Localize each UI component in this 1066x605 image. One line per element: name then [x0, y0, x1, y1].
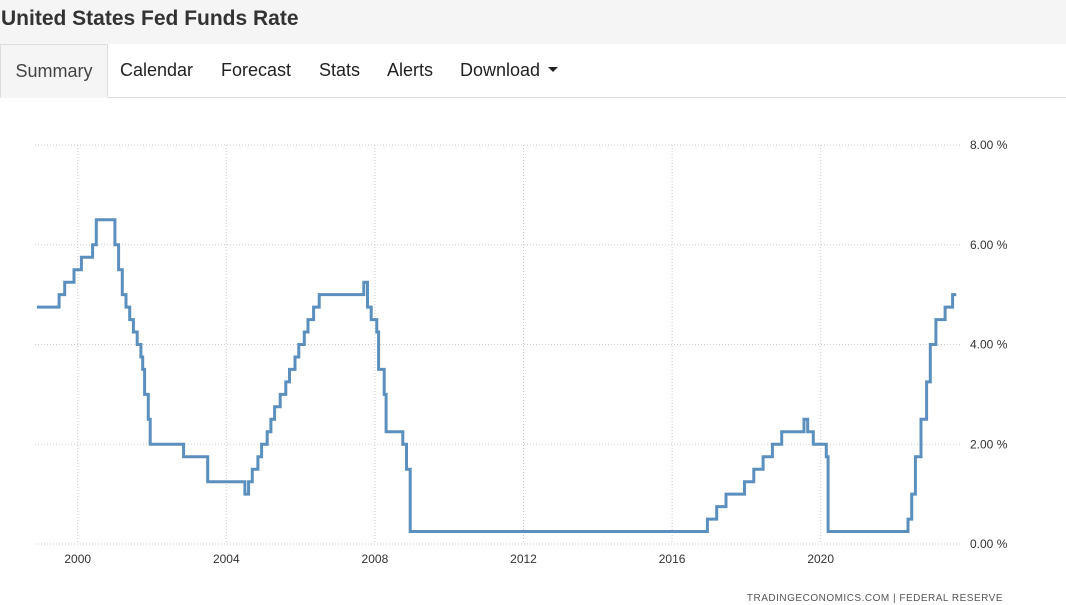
source-credit: TRADINGECONOMICS.COM | FEDERAL RESERVE: [747, 593, 1003, 604]
x-tick-label: 2004: [213, 552, 240, 566]
series-line-fed-funds-rate: [36, 218, 957, 533]
tab-stats[interactable]: Stats: [319, 60, 361, 80]
title-bar: United States Fed Funds Rate: [0, 0, 1066, 44]
x-tick-label: 2020: [807, 552, 834, 566]
tab-forecast[interactable]: Forecast: [221, 60, 292, 80]
page-title: United States Fed Funds Rate: [1, 7, 299, 30]
y-tick-label: 2.00 %: [970, 437, 1008, 451]
tab-alerts[interactable]: Alerts: [387, 60, 434, 80]
y-tick-label: 8.00 %: [970, 138, 1008, 152]
tab-calendar[interactable]: Calendar: [120, 60, 194, 80]
tab-summary[interactable]: Summary: [0, 44, 108, 98]
tab-download[interactable]: Download: [460, 44, 559, 97]
y-tick-label: 6.00 %: [970, 238, 1008, 252]
x-tick-label: 2012: [510, 552, 537, 566]
x-axis-labels: 2000 2004 2008 2012 2016 2020: [64, 552, 834, 566]
y-tick-label: 4.00 %: [970, 338, 1008, 352]
x-tick-label: 2000: [64, 552, 91, 566]
x-tick-label: 2008: [362, 552, 389, 566]
tab-bar: Summary Calendar Forecast Stats Alerts D…: [0, 44, 1066, 98]
fed-funds-chart: 0.00 %2.00 %4.00 %6.00 %8.00 % 2000 2004 2…: [35, 138, 1008, 604]
y-axis-labels: 0.00 % 2.00 % 4.00 % 6.00 % 8.00 %: [970, 138, 1008, 551]
y-tick-label: 0.00 %: [970, 537, 1008, 551]
tab-download-label: Download: [460, 60, 541, 80]
x-tick-label: 2016: [659, 552, 686, 566]
caret-down-icon: [548, 66, 559, 72]
chart-grid: [35, 144, 960, 545]
